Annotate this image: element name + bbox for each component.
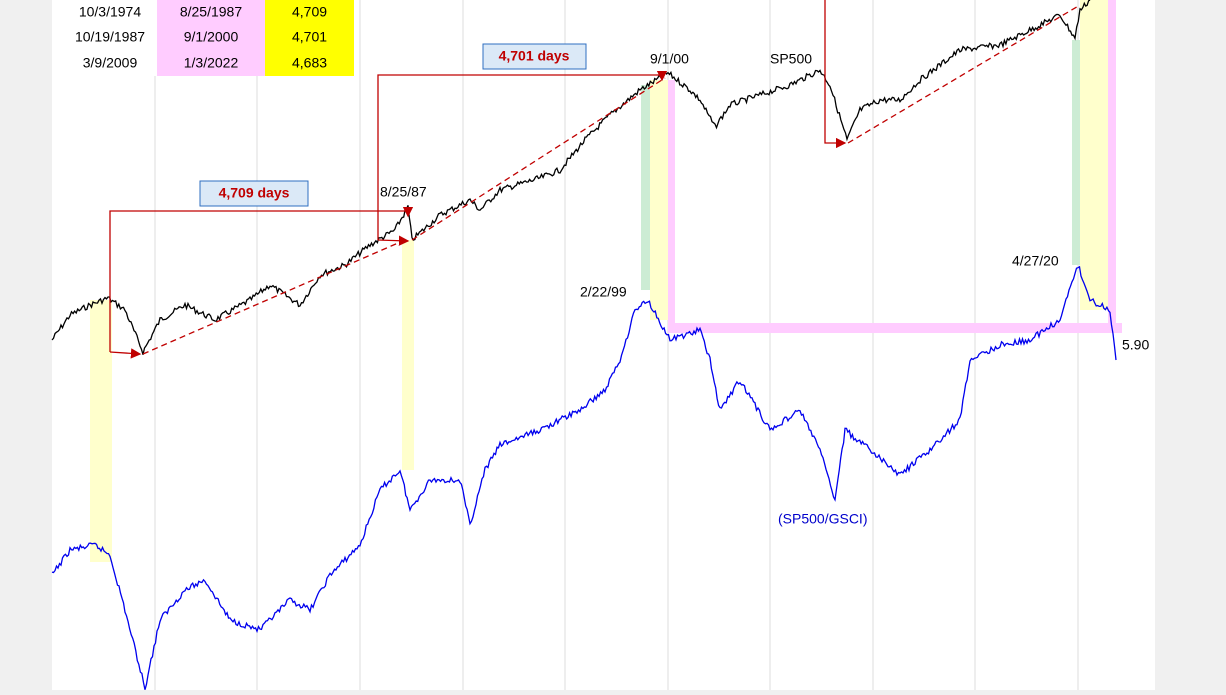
annotation: 9/1/00 <box>650 51 689 67</box>
annotation: 2/22/99 <box>580 284 627 300</box>
annotation: (SP500/GSCI) <box>778 511 867 527</box>
table-cell: 3/9/2009 <box>83 55 138 71</box>
table-cell: 10/3/1974 <box>79 4 141 20</box>
table-cell: 4,709 <box>292 4 327 20</box>
annotation: 4/27/20 <box>1012 253 1059 269</box>
annotation: SP500 <box>770 51 812 67</box>
table-cell: 8/25/1987 <box>180 4 242 20</box>
plot-area <box>52 0 1155 690</box>
arrows <box>109 0 1081 359</box>
callout: 4,709 days <box>219 185 290 201</box>
table-cell: 1/3/2022 <box>184 55 239 71</box>
ratio-line <box>51 265 1117 690</box>
bands <box>90 0 1122 562</box>
table-cell: 10/19/1987 <box>75 29 145 45</box>
sp500-line <box>51 0 1091 355</box>
annotation: 8/25/87 <box>380 184 427 200</box>
table-cell: 4,683 <box>292 55 327 71</box>
table-cell: 4,701 <box>292 29 327 45</box>
callout-box <box>199 180 309 207</box>
annotation: 5.90 <box>1122 337 1149 353</box>
table: 10/3/1974 8/25/1987 4,709 10/19/1987 9/1… <box>60 0 354 76</box>
callout-box <box>482 43 587 70</box>
table-cell: 9/1/2000 <box>184 29 239 45</box>
callout: 4,701 days <box>499 48 570 64</box>
